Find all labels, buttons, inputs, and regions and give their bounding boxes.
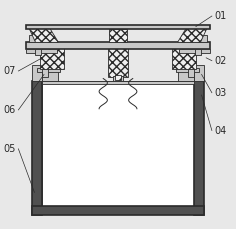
Bar [26, 49, 57, 53]
Polygon shape [29, 27, 59, 42]
Bar [32, 65, 42, 81]
Bar [42, 63, 48, 77]
Bar [179, 49, 210, 53]
Text: 07: 07 [3, 66, 16, 76]
Bar [35, 49, 41, 55]
Bar [26, 42, 210, 49]
Bar [40, 47, 64, 69]
Bar [37, 68, 60, 72]
Bar [29, 35, 41, 42]
Bar [176, 68, 199, 72]
Bar [42, 69, 58, 81]
Bar [113, 76, 123, 81]
Bar [42, 81, 194, 206]
Text: 06: 06 [3, 105, 16, 115]
Text: 05: 05 [3, 144, 16, 154]
Bar [178, 69, 194, 81]
Bar [195, 35, 207, 42]
Bar [194, 65, 204, 81]
Bar [42, 81, 194, 84]
Bar [188, 63, 194, 77]
Bar [32, 206, 204, 215]
Text: 04: 04 [215, 125, 227, 136]
Text: 01: 01 [215, 11, 227, 21]
Bar [114, 75, 122, 80]
Bar [32, 81, 42, 215]
Bar [195, 49, 201, 55]
Bar [172, 47, 196, 69]
Bar [108, 46, 128, 77]
Bar [194, 81, 204, 215]
Bar [110, 29, 126, 42]
Bar [26, 25, 210, 29]
Polygon shape [177, 27, 207, 42]
Text: 02: 02 [215, 56, 227, 66]
Text: 03: 03 [215, 88, 227, 98]
